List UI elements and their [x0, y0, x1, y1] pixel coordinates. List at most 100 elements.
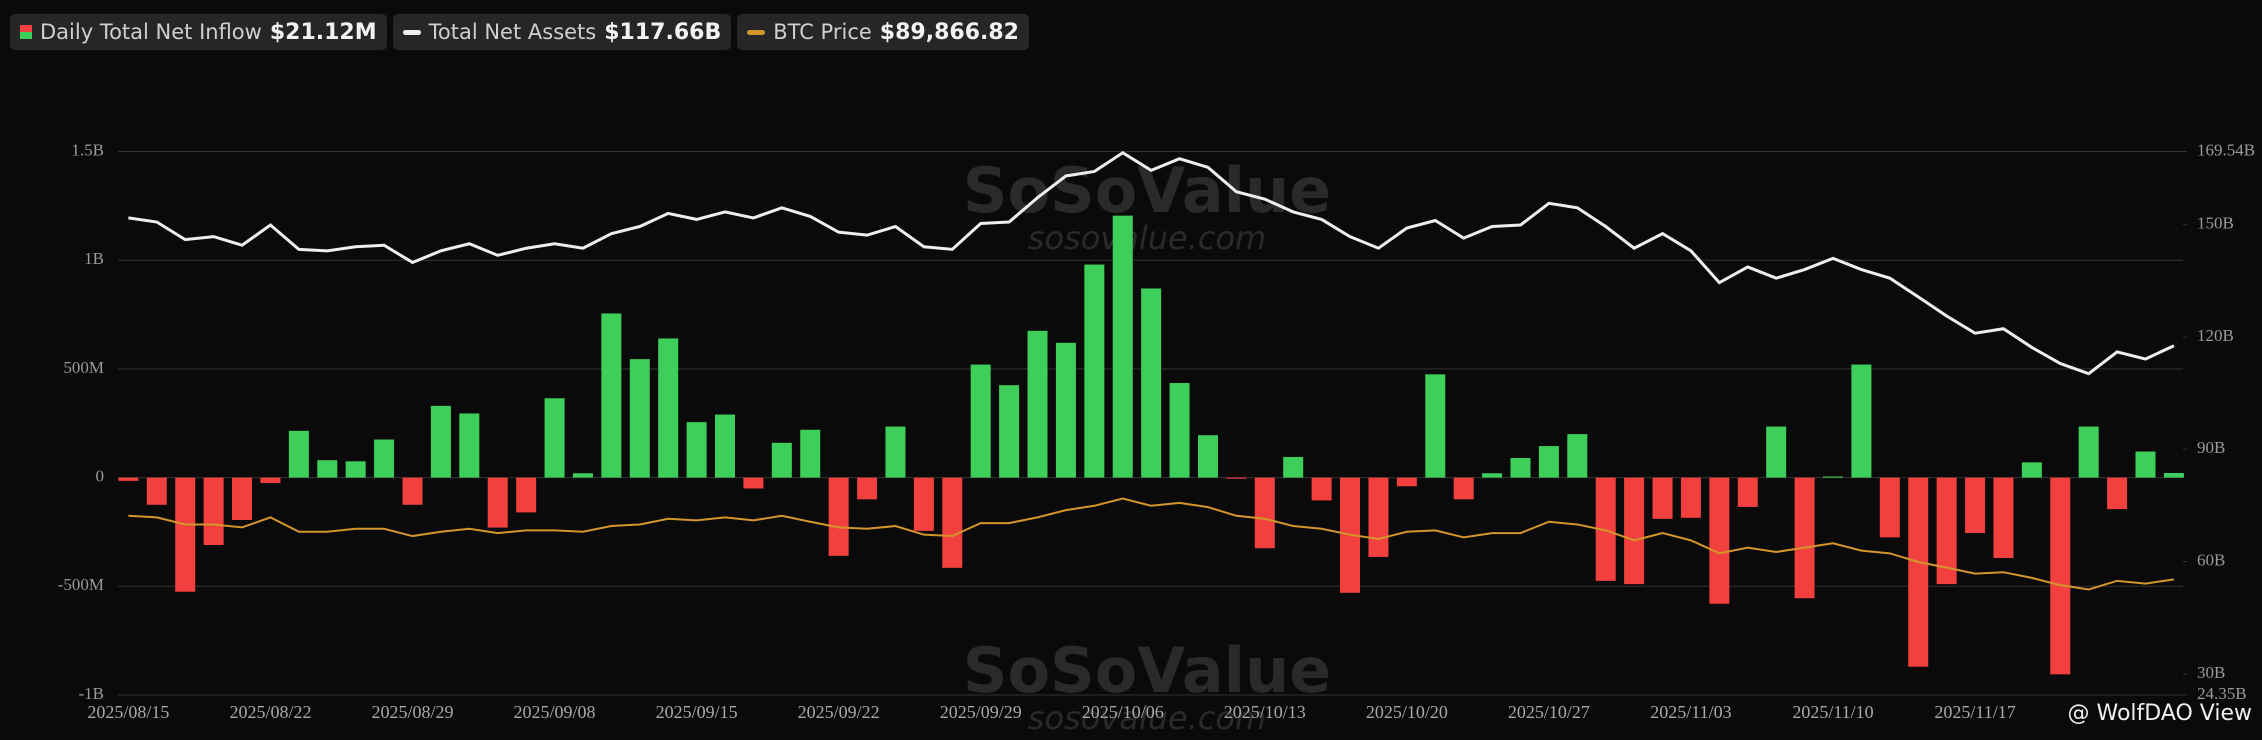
y-tick-label: 1B: [84, 249, 104, 268]
x-tick-label: 2025/08/22: [229, 702, 311, 722]
bar: [1453, 477, 1474, 500]
bar: [146, 477, 167, 505]
bar: [1254, 477, 1275, 549]
watermark: sosovalue.com: [1028, 219, 1266, 257]
bar: [686, 422, 707, 478]
legend-label: BTC Price: [773, 20, 872, 44]
bar: [1851, 364, 1872, 478]
bar: [1027, 330, 1048, 478]
bar: [288, 430, 309, 478]
x-tick-label: 2025/08/29: [371, 702, 453, 722]
bar: [1908, 477, 1929, 667]
bar: [544, 398, 565, 478]
bar: [487, 477, 508, 528]
bar: [1425, 374, 1446, 478]
bar: [1396, 477, 1417, 487]
y-tick-label: 1.5B: [71, 140, 104, 159]
y2-tick-label: 90B: [2197, 438, 2225, 457]
bar: [1311, 477, 1332, 501]
bar: [715, 414, 736, 478]
bar: [430, 405, 451, 478]
y2-tick-label: 150B: [2197, 214, 2234, 233]
bar: [345, 461, 366, 478]
bar: [572, 473, 593, 478]
legend-item: Total Net Assets $117.66B: [392, 14, 732, 50]
bar: [260, 477, 281, 484]
bar: [1055, 342, 1076, 478]
y-tick-label: 500M: [63, 358, 104, 377]
x-tick-label: 2025/09/15: [656, 702, 738, 722]
bar: [1595, 477, 1616, 581]
legend-label: Daily Total Net Inflow: [40, 20, 262, 44]
x-tick-label: 2025/10/27: [1508, 702, 1590, 722]
legend-icon: [402, 29, 421, 35]
watermark: sosovalue.com: [1028, 699, 1266, 737]
credit: @ WolfDAO View: [2067, 701, 2252, 726]
bar: [175, 477, 196, 592]
bar: [1794, 477, 1815, 599]
legend-icon: [20, 25, 32, 39]
bar: [232, 477, 253, 520]
bar: [1709, 477, 1730, 604]
bar: [1567, 434, 1588, 478]
legend-value: $89,866.82: [879, 19, 1019, 45]
bar: [658, 338, 679, 478]
bar: [2135, 451, 2156, 478]
legend: Daily Total Net Inflow $21.12M Total Net …: [10, 14, 1029, 50]
x-tick-label: 2025/09/22: [798, 702, 880, 722]
bar: [1112, 215, 1133, 478]
bar: [2021, 462, 2042, 478]
x-tick-label: 2025/11/17: [1934, 702, 2015, 722]
bar: [118, 477, 139, 481]
bar: [2078, 426, 2099, 478]
legend-value: $117.66B: [604, 19, 722, 45]
bar: [1169, 383, 1190, 478]
bar: [1652, 477, 1673, 519]
bar: [2163, 473, 2184, 478]
y2-tick-label: 24.35B: [2197, 684, 2247, 703]
x-tick-label: 2025/10/20: [1366, 702, 1448, 722]
bar: [317, 460, 338, 478]
x-tick-label: 2025/11/10: [1792, 702, 1873, 722]
legend-icon: [747, 29, 766, 35]
bar: [1737, 477, 1758, 507]
x-tick-label: 2025/08/15: [87, 702, 169, 722]
x-tick-label: 2025/10/06: [1082, 702, 1164, 722]
bar: [970, 364, 991, 478]
bar: [629, 359, 650, 478]
watermark: SoSoValue: [963, 634, 1331, 707]
bar: [1879, 477, 1900, 538]
bar: [516, 477, 537, 513]
bar: [2050, 477, 2071, 675]
x-tick-label: 2025/10/13: [1224, 702, 1306, 722]
bar: [885, 426, 906, 478]
bar: [1368, 477, 1389, 557]
y-tick-label: 0: [96, 467, 105, 486]
bar: [1823, 476, 1843, 478]
legend-value: $21.12M: [269, 19, 377, 45]
bar: [1965, 477, 1986, 534]
bar: [1538, 446, 1559, 478]
bar: [771, 442, 792, 478]
x-tick-label: 2025/09/08: [514, 702, 596, 722]
line: [128, 150, 2175, 376]
bar: [1197, 435, 1218, 478]
bar: [459, 413, 480, 478]
bar: [601, 313, 622, 478]
bar: [1084, 264, 1105, 478]
bar: [1624, 477, 1645, 585]
y2-tick-label: 120B: [2197, 326, 2234, 345]
bar: [1482, 473, 1503, 478]
legend-label: Total Net Assets: [428, 20, 597, 44]
x-tick-label: 2025/11/03: [1650, 702, 1731, 722]
bar: [857, 477, 878, 500]
y-tick-label: -500M: [58, 575, 104, 594]
bar: [828, 477, 849, 556]
bar: [1936, 477, 1957, 585]
bar: [1993, 477, 2014, 559]
y2-tick-label: 169.54B: [2197, 140, 2255, 159]
y-tick-label: -1B: [79, 684, 105, 703]
bar: [1283, 456, 1304, 478]
bar: [999, 385, 1020, 478]
